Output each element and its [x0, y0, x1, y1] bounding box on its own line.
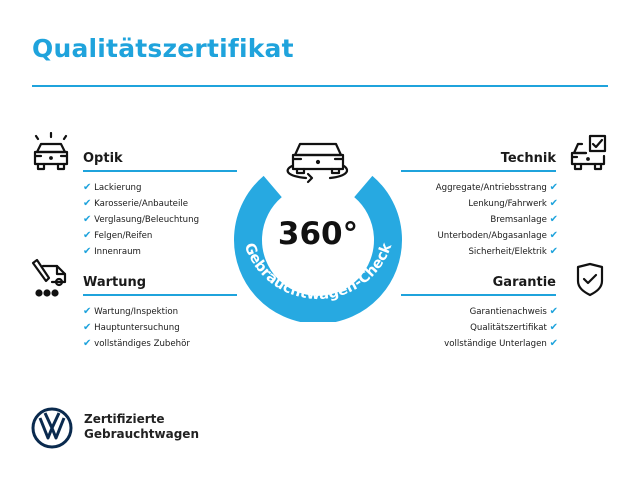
check-icon: ✔: [83, 214, 92, 225]
title-divider: [32, 85, 608, 87]
list-item: Qualitätszertifikat ✔: [444, 320, 558, 336]
list-item: ✔ vollständiges Zubehör: [83, 336, 190, 352]
item-label: Lenkung/Fahrwerk: [468, 199, 547, 209]
page-title: Qualitätszertifikat: [32, 34, 294, 63]
service-van-icon: [31, 258, 67, 297]
list-item: ✔ Verglasung/Beleuchtung: [83, 212, 199, 228]
item-label: Garantienachweis: [469, 307, 547, 317]
item-label: Bremsanlage: [490, 215, 547, 225]
list-item: Aggregate/Antriebsstrang ✔: [436, 180, 558, 196]
car-lights-icon: [33, 132, 69, 171]
check-icon: ✔: [549, 182, 558, 193]
technik-divider: [401, 170, 556, 172]
check-icon: ✔: [83, 230, 92, 241]
list-item: ✔ Felgen/Reifen: [83, 228, 199, 244]
list-item: Bremsanlage ✔: [436, 212, 558, 228]
list-item: ✔ Hauptuntersuchung: [83, 320, 190, 336]
item-label: Karosserie/Anbauteile: [94, 199, 189, 209]
check-icon: ✔: [83, 322, 92, 333]
wartung-divider: [83, 294, 237, 296]
check-icon: ✔: [83, 198, 92, 209]
car-rotate-icon: [286, 142, 349, 184]
item-label: vollständige Unterlagen: [444, 339, 547, 349]
garantie-list: Garantienachweis ✔ Qualitätszertifikat ✔…: [444, 304, 558, 352]
list-item: ✔ Wartung/Inspektion: [83, 304, 190, 320]
item-label: Wartung/Inspektion: [94, 307, 179, 317]
check-icon: ✔: [549, 322, 558, 333]
brand-text: Zertifizierte Gebrauchtwagen: [84, 412, 199, 442]
item-label: Hauptuntersuchung: [94, 323, 180, 333]
list-item: ✔ Lackierung: [83, 180, 199, 196]
ring: [234, 175, 402, 322]
item-label: Unterboden/Abgasanlage: [437, 231, 547, 241]
list-item: Unterboden/Abgasanlage ✔: [436, 228, 559, 244]
check-icon: ✔: [549, 306, 558, 317]
item-label: vollständiges Zubehör: [94, 339, 190, 349]
shield-check-icon: [576, 262, 604, 297]
check-icon: ✔: [83, 306, 92, 317]
check-icon: ✔: [83, 246, 92, 257]
optik-divider: [83, 170, 237, 172]
item-label: Aggregate/Antriebsstrang: [435, 183, 547, 193]
item-label: Sicherheit/Elektrik: [468, 247, 547, 257]
item-label: Felgen/Reifen: [94, 231, 153, 241]
list-item: Sicherheit/Elektrik ✔: [436, 244, 558, 260]
garantie-heading: Garantie: [492, 275, 556, 290]
list-item: vollständige Unterlagen ✔: [444, 336, 558, 352]
brand-line-1: Zertifizierte: [84, 412, 165, 426]
vw-logo: [31, 407, 73, 449]
list-item: Lenkung/Fahrwerk ✔: [436, 196, 558, 212]
car-checkbox-icon: [570, 134, 607, 171]
check-icon: ✔: [83, 338, 92, 349]
item-label: Lackierung: [94, 183, 142, 193]
check-icon: ✔: [549, 338, 558, 349]
wartung-heading: Wartung: [83, 275, 147, 290]
check-icon: ✔: [549, 246, 558, 257]
optik-heading: Optik: [83, 151, 123, 166]
item-label: Innenraum: [94, 247, 141, 257]
check-icon: ✔: [83, 182, 92, 193]
wartung-list: ✔ Wartung/Inspektion ✔ Hauptuntersuchung…: [83, 304, 190, 352]
item-label: Qualitätszertifikat: [470, 323, 547, 333]
brand-line-2: Gebrauchtwagen: [84, 427, 199, 441]
list-item: ✔ Karosserie/Anbauteile: [83, 196, 199, 212]
360-check-badge: Gebrauchtwagen-Check 360°: [234, 142, 402, 322]
list-item: ✔ Innenraum: [83, 244, 199, 260]
garantie-divider: [401, 294, 556, 296]
technik-heading: Technik: [500, 151, 556, 166]
check-icon: ✔: [549, 230, 558, 241]
list-item: Garantienachweis ✔: [444, 304, 558, 320]
item-label: Verglasung/Beleuchtung: [94, 215, 200, 225]
degrees-label: 360°: [278, 216, 358, 252]
optik-list: ✔ Lackierung ✔ Karosserie/Anbauteile ✔ V…: [83, 180, 199, 260]
technik-list: Aggregate/Antriebsstrang ✔ Lenkung/Fahrw…: [436, 180, 558, 260]
check-icon: ✔: [549, 214, 558, 225]
check-icon: ✔: [549, 198, 558, 209]
